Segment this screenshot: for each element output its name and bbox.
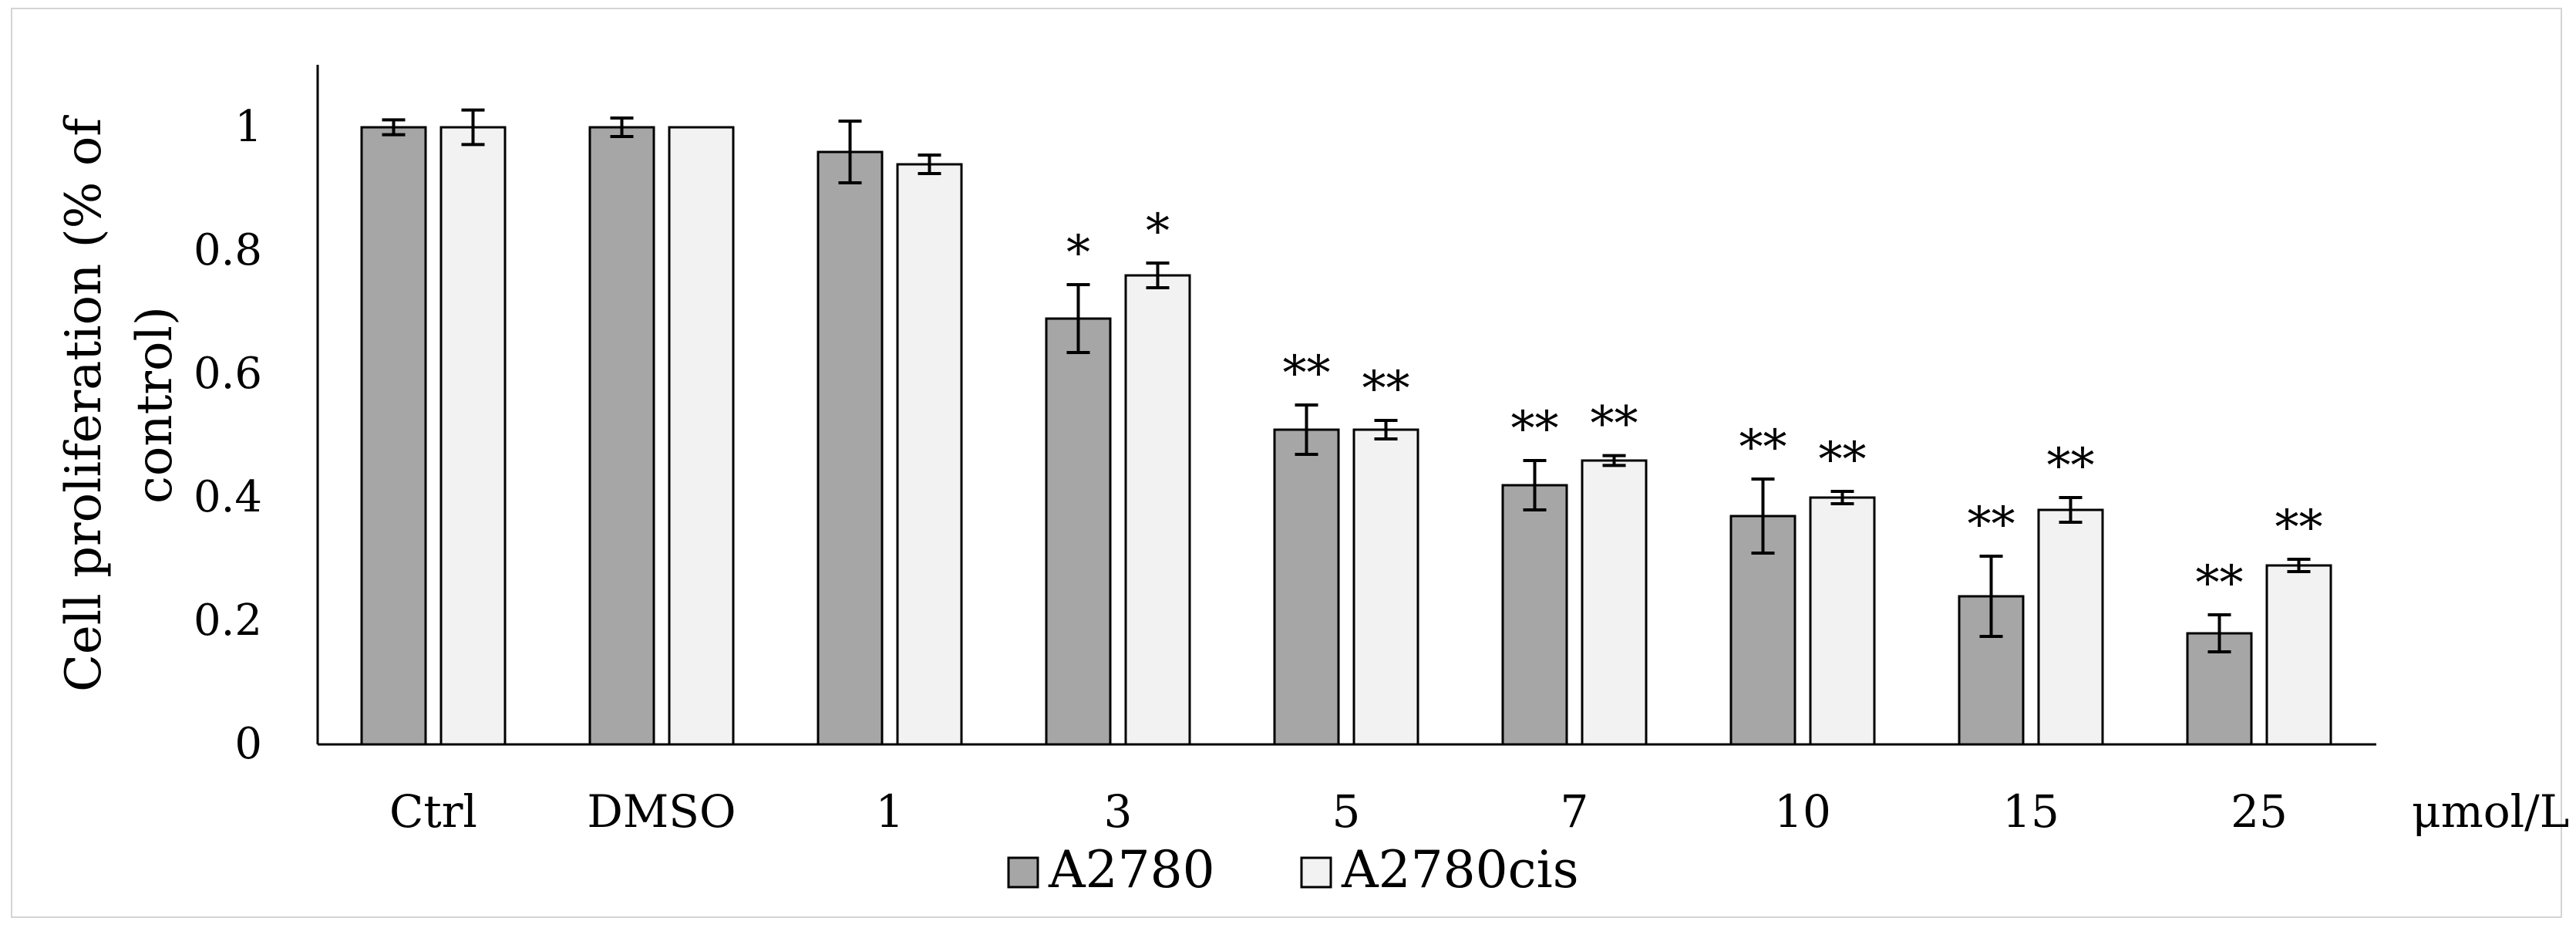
legend: A2780 A2780cis	[1007, 840, 1579, 899]
significance-marker: *	[1146, 203, 1170, 259]
significance-marker: **	[2047, 437, 2095, 494]
x-tick-label: 3	[1104, 785, 1133, 838]
bar	[817, 150, 884, 746]
bar	[588, 126, 655, 746]
bar	[668, 126, 735, 746]
y-tick-label: 0.8	[194, 225, 262, 275]
x-tick-label: 1	[876, 785, 904, 838]
significance-markers: * *** **** ** ** **********	[1066, 203, 2323, 611]
x-tick-label: Ctrl	[389, 785, 477, 838]
legend-swatch	[1300, 856, 1332, 889]
x-tick-label: 7	[1561, 785, 1589, 838]
x-tick-label: DMSO	[587, 785, 736, 838]
bar	[2186, 632, 2253, 746]
significance-marker: **	[1511, 400, 1559, 457]
bar	[1809, 496, 1876, 746]
significance-marker: **	[1283, 345, 1331, 401]
y-axis-label-line: Cell proliferation (% of	[56, 115, 113, 692]
error-bars	[382, 108, 2311, 653]
y-tick-label: 0	[234, 719, 262, 769]
significance-marker: **	[1591, 396, 1638, 452]
bar	[1581, 459, 1648, 746]
bar	[439, 126, 507, 746]
bars	[360, 126, 2332, 746]
bar	[1352, 428, 1419, 746]
x-axis-tick-labels: Ctrl DMSO 1 3 5 7 10 15 25	[389, 785, 2288, 838]
bar	[2265, 564, 2332, 746]
legend-label: A2780	[1048, 840, 1215, 899]
significance-marker: **	[1739, 419, 1787, 475]
significance-marker: **	[1968, 496, 2015, 552]
bar	[360, 126, 427, 746]
y-axis-label-line: control)	[126, 306, 184, 504]
x-unit-label: μmol/L	[2412, 785, 2569, 838]
x-tick-label: 5	[1332, 785, 1361, 838]
bar	[1501, 484, 1568, 746]
y-axis-label: Cell proliferation (% of control)	[56, 115, 184, 692]
bar	[2037, 508, 2104, 746]
bar	[1045, 317, 1112, 746]
x-tick-label: 15	[2002, 785, 2059, 838]
y-tick-label: 1	[234, 102, 262, 152]
significance-marker: **	[1819, 431, 1867, 488]
x-tick-label: 10	[1774, 785, 1831, 838]
bar	[1124, 274, 1191, 746]
significance-marker: **	[2275, 499, 2323, 555]
significance-marker: **	[1362, 360, 1410, 417]
bar	[896, 163, 963, 746]
y-tick-label: 0.2	[194, 596, 262, 646]
y-axis-ticks: 0 0.2 0.4 0.6 0.8 1	[194, 102, 262, 769]
significance-marker: **	[2196, 555, 2244, 611]
legend-swatch	[1007, 856, 1039, 889]
bar	[1273, 428, 1340, 746]
y-tick-label: 0.6	[194, 349, 262, 399]
x-tick-label: 25	[2231, 785, 2288, 838]
axes	[316, 65, 2376, 746]
y-tick-label: 0.4	[194, 472, 262, 522]
significance-marker: *	[1066, 224, 1090, 281]
legend-label: A2780cis	[1341, 840, 1579, 899]
